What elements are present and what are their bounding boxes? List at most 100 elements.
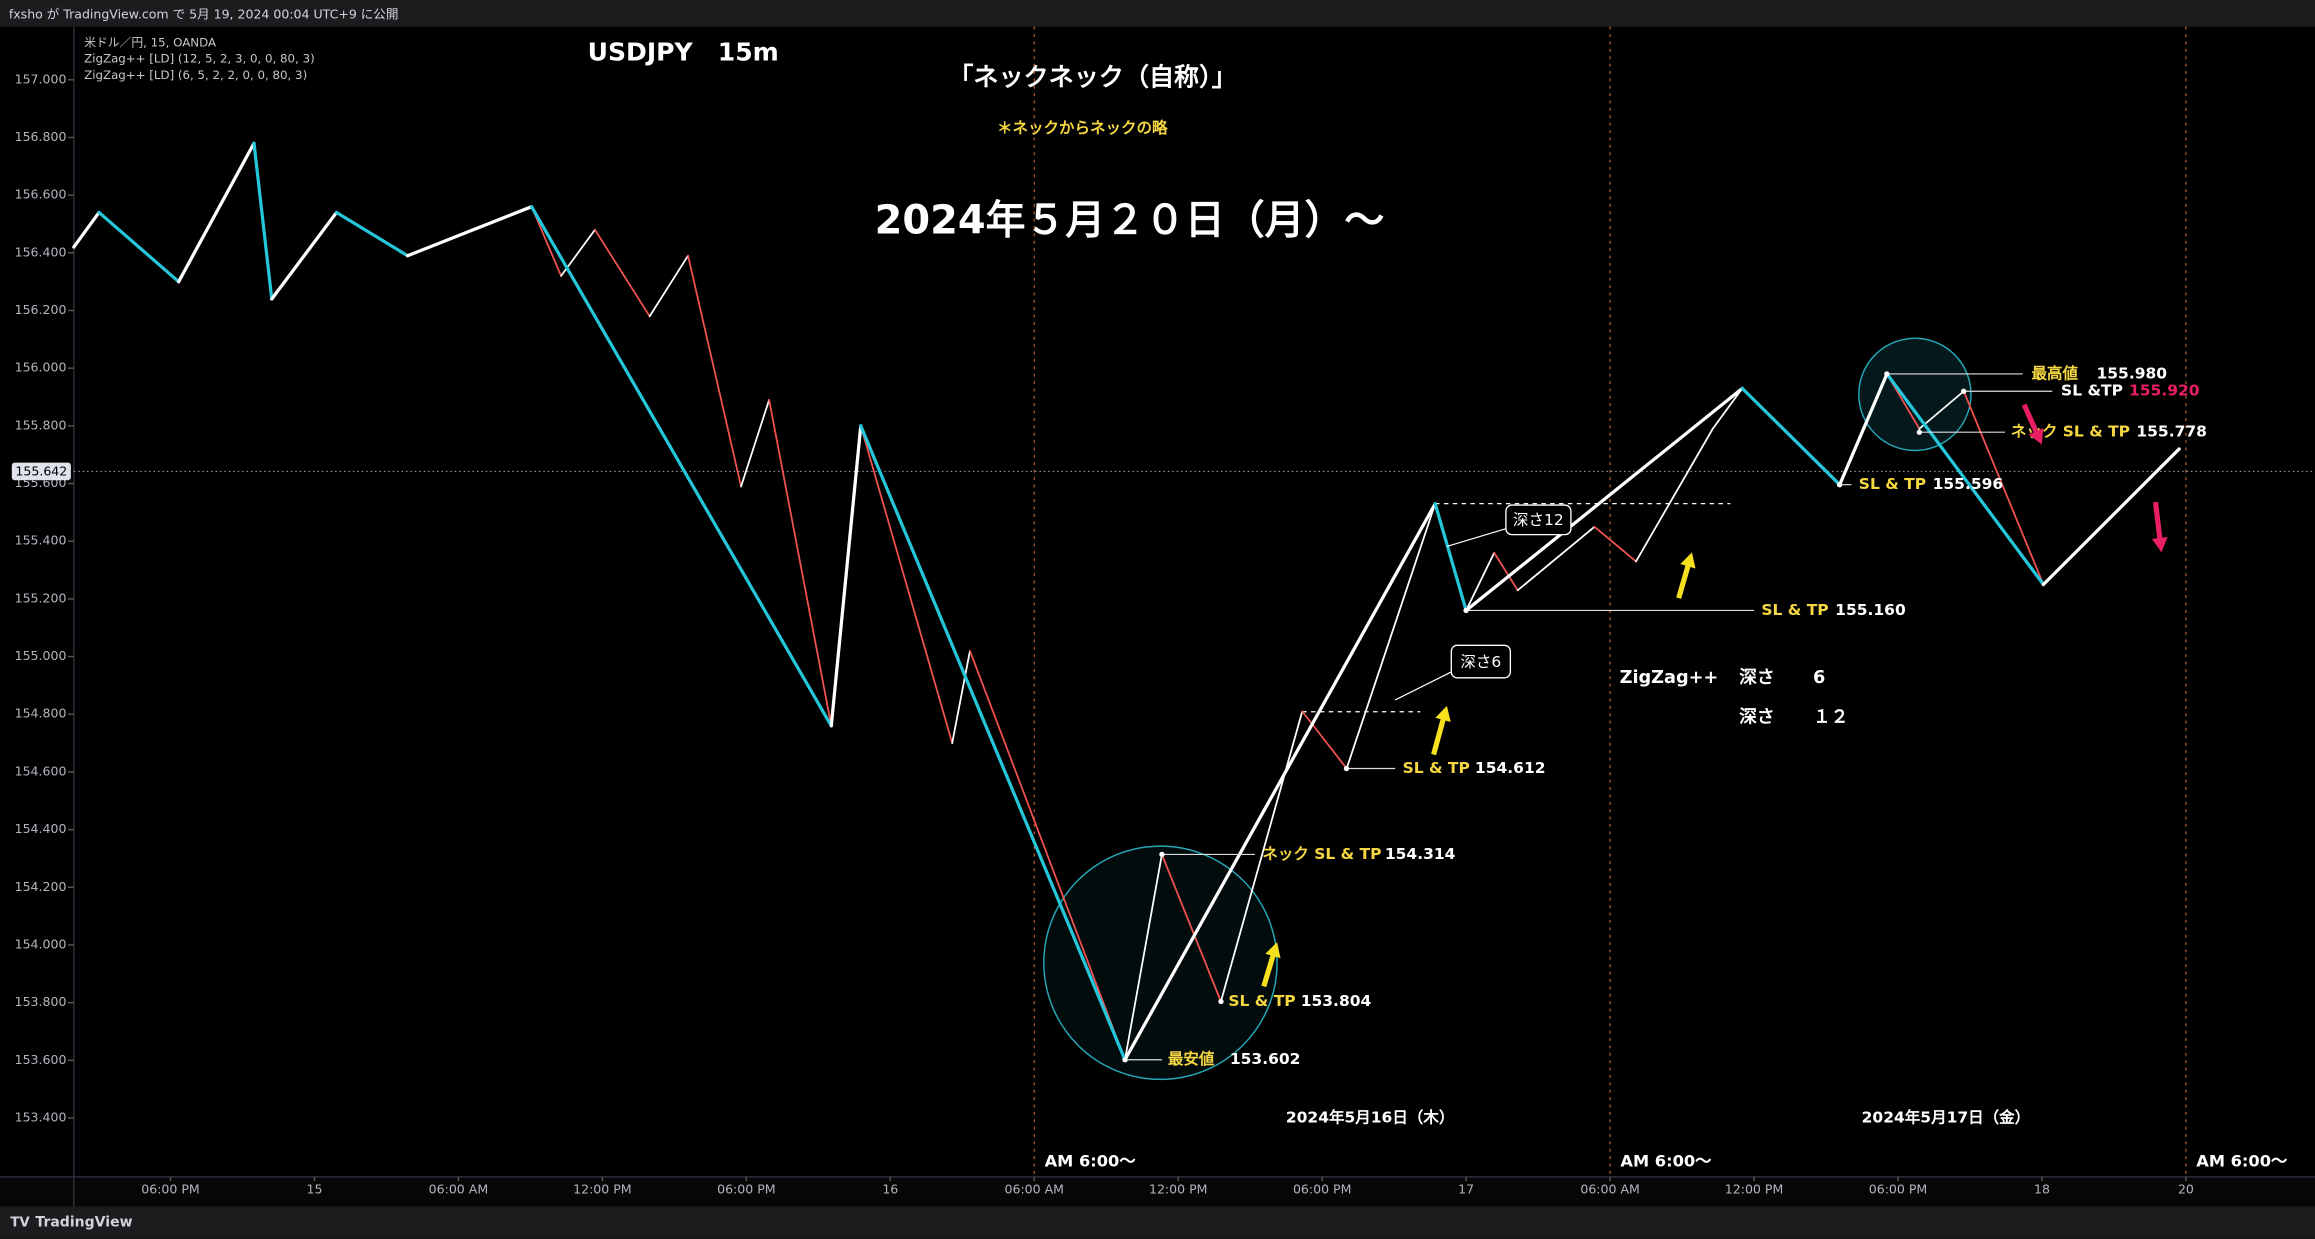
y-tick-label: 154.600 — [15, 763, 67, 778]
y-tick-label: 155.400 — [15, 533, 67, 548]
annotation-value: 155.980 — [2096, 364, 2167, 382]
zigzag-segment — [1516, 525, 1596, 592]
marks — [72, 26, 2315, 1177]
zigzag-segment — [951, 649, 971, 744]
zigzag-segment — [768, 399, 833, 727]
zigzag-segment — [1220, 710, 1304, 1003]
subtitle: 「ネックネック（自称）」 — [948, 62, 1236, 91]
callout-text: 深さ12 — [1513, 511, 1564, 529]
zigzag-segment — [72, 210, 101, 249]
annotation-value: 155.920 — [2129, 382, 2200, 400]
y-tick-label: 156.200 — [15, 302, 67, 317]
y-tick-label: 157.000 — [15, 71, 67, 86]
zigzag-segment — [270, 210, 339, 301]
y-tick-label: 153.800 — [15, 994, 67, 1009]
last-price-label: 155.642 — [15, 464, 67, 479]
y-tick-label: 155.800 — [15, 417, 67, 432]
annotation-label: SL & TP — [1403, 759, 1470, 777]
annotation-label: 最高値 — [2032, 363, 2079, 382]
annotation-dot — [1218, 998, 1224, 1005]
y-tick-label: 155.200 — [15, 590, 67, 605]
x-tick-label: 18 — [2034, 1182, 2050, 1197]
x-tick-label: 17 — [1458, 1182, 1474, 1197]
depth-legend-cell: 深さ — [1739, 706, 1774, 728]
zigzag-segment — [969, 649, 1126, 1061]
session-label: AM 6:00〜 — [1620, 1152, 1711, 1171]
annotation-label: SL & TP — [1228, 992, 1295, 1010]
last-price-box — [11, 462, 71, 481]
arrow-shaft — [1261, 950, 1277, 988]
y-tick-label: 153.400 — [15, 1110, 67, 1125]
arrow-shaft — [2152, 501, 2163, 544]
zigzag-segment — [1593, 525, 1637, 563]
annotation-dot — [1884, 371, 1890, 377]
arrow-head — [1435, 705, 1451, 722]
annotation-label: SL & TP — [1761, 601, 1828, 619]
callout-box — [1505, 504, 1572, 536]
x-tick-label: 06:00 AM — [1005, 1182, 1064, 1197]
callout-text: 深さ6 — [1460, 653, 1501, 671]
zigzag-segment — [740, 399, 771, 488]
x-tick-label: 06:00 AM — [1580, 1182, 1639, 1197]
x-tick-label: 12:00 PM — [1149, 1182, 1207, 1197]
highlight-circle — [1043, 845, 1278, 1081]
arrow-head — [2151, 536, 2168, 553]
annotation-value: 154.612 — [1475, 759, 1546, 777]
session-label: AM 6:00〜 — [2196, 1152, 2287, 1171]
annotation-label: SL & TP — [1859, 475, 1926, 493]
annotation-dot — [1836, 482, 1843, 488]
x-tick-label: 06:00 PM — [1869, 1182, 1927, 1197]
zigzag-segment — [177, 141, 256, 284]
x-tick-label: 06:00 PM — [141, 1182, 199, 1197]
date-label: 2024年5月17日（金） — [1862, 1107, 2031, 1126]
zigzag-segment — [859, 424, 1127, 1062]
y-tick-label: 153.600 — [15, 1052, 67, 1067]
annotation-value: 154.314 — [1385, 845, 1456, 863]
zigzag-segment — [252, 141, 274, 301]
depth-legend-cell: 深さ — [1739, 666, 1774, 688]
y-tick-label: 156.000 — [15, 360, 67, 375]
arrow-head — [1680, 552, 1696, 569]
zigzag-segment — [2041, 447, 2181, 587]
annotation-dot — [1463, 607, 1469, 614]
zigzag-segment — [1493, 551, 1519, 592]
x-tick-label: 20 — [2178, 1182, 2194, 1197]
x-tick-label: 15 — [306, 1182, 322, 1197]
y-tick-label: 154.200 — [15, 879, 67, 894]
zigzag-segment — [1464, 386, 1744, 613]
zigzag-segment — [859, 424, 954, 744]
y-tick-label: 155.000 — [15, 648, 67, 663]
annotation-value: 153.804 — [1301, 992, 1372, 1010]
annotation-value: 155.596 — [1933, 475, 2004, 493]
headline: 2024年５月２０日（月）〜 — [875, 198, 1385, 244]
zigzag-segment — [1123, 502, 1437, 1062]
callout-pointer — [1446, 528, 1507, 547]
highlight-circle — [1858, 337, 1972, 452]
zigzag-segment — [1962, 390, 2045, 586]
zigzag-segment — [687, 254, 742, 488]
y-tick-label: 156.600 — [15, 187, 67, 202]
zigzag-segment — [1711, 387, 1744, 430]
callout-pointer — [1394, 671, 1452, 701]
zigzag-segment — [529, 205, 833, 728]
zigzag-segment — [1433, 502, 1468, 613]
header: fxsho が TradingView.com で 5月 19, 2024 00… — [9, 6, 399, 21]
symbol: 米ドル／円, 15, OANDA — [84, 35, 216, 49]
time-axis — [0, 1176, 2315, 1207]
arrow-shaft — [1431, 714, 1447, 756]
depth-legend-title: ZigZag++ — [1620, 668, 1719, 688]
legend-entry: ZigZag++ [LD] (12, 5, 2, 3, 0, 0, 80, 3) — [84, 52, 315, 66]
top-bar — [0, 0, 2315, 27]
annotation-label: SL &TP — [2061, 382, 2123, 400]
zigzag-segment — [1918, 390, 1965, 430]
zigzag-segment — [1838, 372, 1889, 487]
zigzag-segment — [1345, 502, 1437, 770]
bottom-bar — [0, 1206, 2315, 1239]
y-tick-label: 154.000 — [15, 936, 67, 951]
annotation-label: ネック SL & TP — [1262, 845, 1381, 863]
annotation-value: 153.602 — [1230, 1050, 1301, 1068]
zigzag-segment — [97, 210, 181, 284]
zigzag-segment — [1885, 372, 2046, 587]
